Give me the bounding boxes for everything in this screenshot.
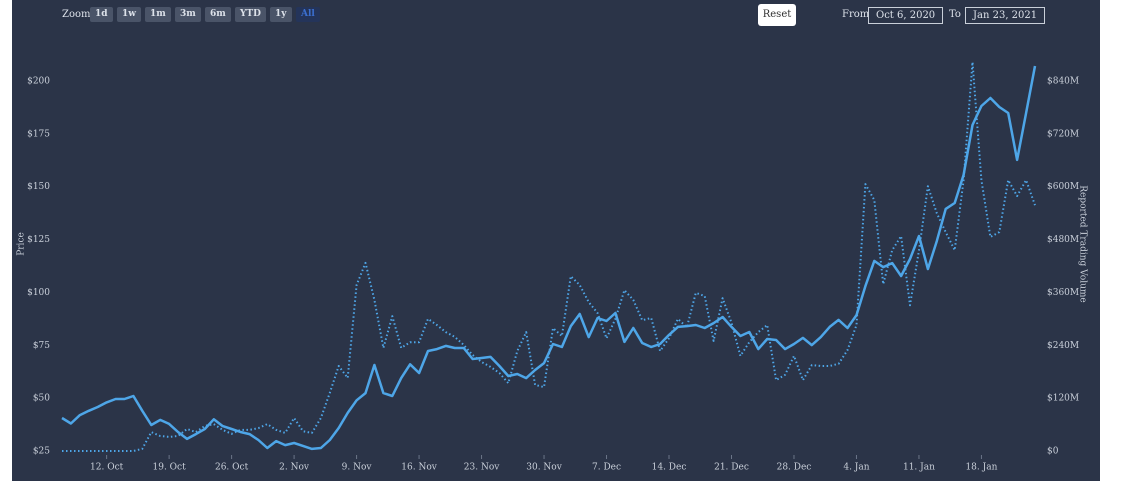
y2-axis-title: Reported Trading Volume [1078, 185, 1088, 303]
x-tick-label: 7. Dec [592, 463, 621, 473]
y-tick-label: $100 [27, 288, 50, 298]
y2-tick-label: $840M [1047, 77, 1079, 87]
zoom-button[interactable]: 3m [175, 7, 201, 22]
chart-panel [12, 0, 1100, 481]
zoom-button[interactable]: 1w [117, 7, 142, 22]
x-tick-label: 14. Dec [652, 463, 687, 473]
y-tick-label: $175 [27, 129, 50, 139]
y2-tick-label: $360M [1047, 288, 1079, 298]
x-tick-label: 26. Oct [215, 463, 249, 473]
x-tick-label: 12. Oct [90, 463, 124, 473]
from-label: From [842, 9, 870, 20]
x-tick-label: 2. Nov [279, 463, 310, 473]
y-axis-title: Price [17, 232, 27, 256]
x-tick-label: 28. Dec [777, 463, 812, 473]
zoom-button[interactable]: 1y [270, 7, 292, 22]
zoom-button[interactable]: All [296, 7, 320, 22]
y-tick-label: $125 [27, 235, 50, 245]
x-tick-label: 16. Nov [401, 463, 437, 473]
volume-line [62, 61, 1036, 452]
y-tick-label: $50 [33, 394, 50, 404]
to-input[interactable]: Jan 23, 2021 [965, 7, 1046, 24]
y2-tick-label: $120M [1047, 394, 1079, 404]
zoom-label: Zoom [62, 9, 91, 20]
y2-tick-label: $600M [1047, 182, 1079, 192]
y-tick-label: $75 [33, 341, 50, 351]
x-tick-label: 11. Jan [903, 463, 935, 473]
y2-tick-label: $240M [1047, 341, 1079, 351]
x-tick-label: 4. Jan [843, 463, 869, 473]
to-label: To [949, 9, 961, 20]
y2-tick-label: $0 [1047, 447, 1059, 457]
y2-tick-label: $720M [1047, 129, 1079, 139]
zoom-button[interactable]: YTD [235, 7, 266, 22]
price-line [61, 65, 1037, 451]
x-tick-label: 30. Nov [526, 463, 562, 473]
from-input[interactable]: Oct 6, 2020 [868, 7, 944, 24]
y-tick-label: $25 [33, 447, 50, 457]
zoom-button[interactable]: 1m [145, 7, 171, 22]
x-tick-label: 23. Nov [464, 463, 500, 473]
y2-tick-label: $480M [1047, 235, 1079, 245]
zoom-button[interactable]: 6m [205, 7, 231, 22]
zoom-button[interactable]: 1d [90, 7, 113, 22]
x-tick-label: 9. Nov [342, 463, 373, 473]
x-tick-label: 21. Dec [714, 463, 749, 473]
reset-button[interactable]: Reset [758, 4, 796, 26]
y-tick-label: $150 [27, 182, 50, 192]
x-tick-label: 18. Jan [965, 463, 997, 473]
x-tick-label: 19. Oct [153, 463, 187, 473]
y-tick-label: $200 [27, 77, 50, 87]
